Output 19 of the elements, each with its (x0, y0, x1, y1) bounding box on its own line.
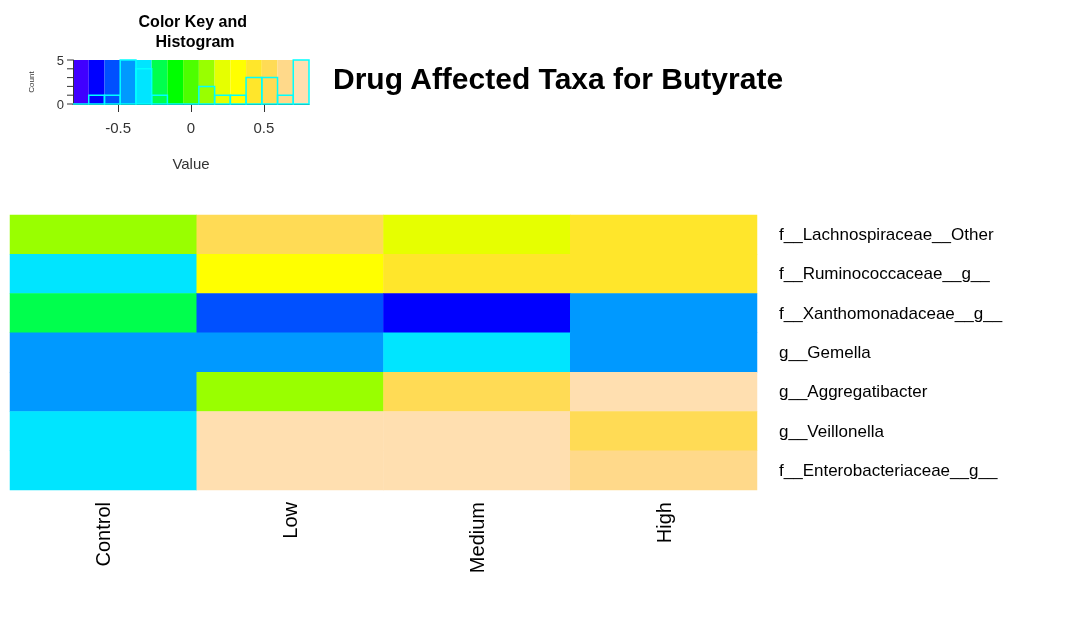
x-tick-label: Low (279, 501, 302, 539)
color-bar-label: 0 (186, 119, 196, 136)
chart-title: Color Key and Histogram (138, 12, 252, 50)
x-tick-label: Control (92, 502, 115, 567)
y-tick-label: 5 (56, 52, 64, 68)
x-tick-label: Medium (465, 502, 488, 574)
color-bar-title: Value (172, 155, 210, 172)
chart-title: Drug Affected Taxa for Butyrate (333, 61, 784, 95)
y-tick-label: f__Xanthomonadaceae__g__ (779, 303, 1003, 323)
color-bar-label: -0.5 (105, 119, 132, 136)
y-tick-label: f__Lachnospiraceae__Other (779, 225, 994, 245)
y-tick-label: f__Enterobacteriaceae__g__ (779, 460, 998, 480)
y-tick-label: g__Gemella (779, 343, 872, 362)
y-tick-label: g__Aggregatibacter (779, 382, 928, 402)
x-tick-label: High (652, 502, 675, 544)
y-axis-title: Count (26, 70, 36, 93)
y-tick-label: f__Ruminococcaceae__g__ (779, 264, 991, 284)
color-bar-label: 0.5 (253, 119, 275, 136)
y-tick-label: g__Veillonella (779, 421, 885, 441)
